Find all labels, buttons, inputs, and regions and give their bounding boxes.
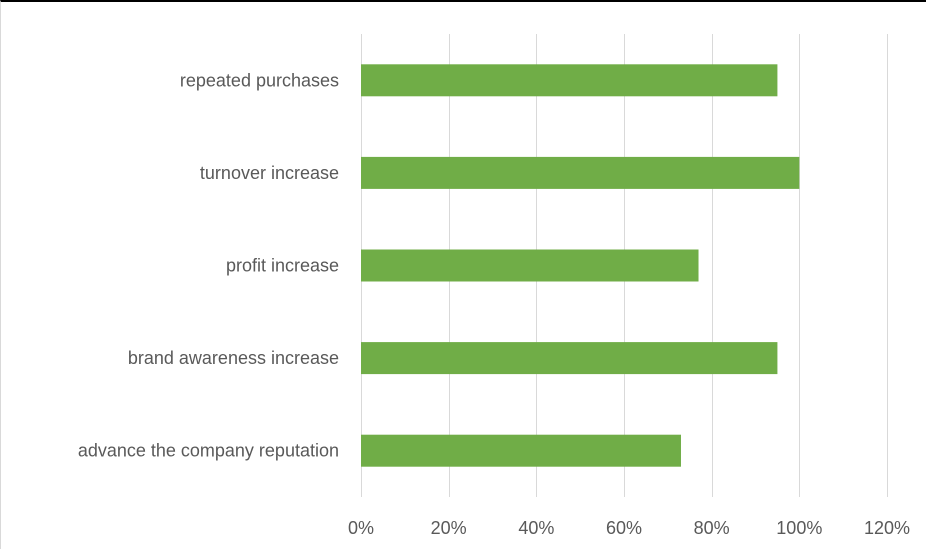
category-labels: repeated purchases turnover increase profi…: [78, 70, 339, 460]
x-tick-label: 100%: [776, 518, 822, 538]
category-label: turnover increase: [200, 163, 339, 183]
category-label: brand awareness increase: [128, 348, 339, 368]
bars: [361, 64, 800, 467]
bar: [361, 156, 800, 189]
bar: [361, 434, 681, 467]
category-label: advance the company reputation: [78, 441, 339, 461]
x-tick-label: 0%: [348, 518, 374, 538]
x-tick-label: 80%: [694, 518, 730, 538]
category-label: profit increase: [226, 256, 339, 276]
bar: [361, 342, 778, 375]
x-tick-label: 120%: [864, 518, 910, 538]
x-axis-tick-labels: 0% 20% 40% 60% 80% 100% 120%: [348, 518, 910, 538]
bar: [361, 249, 699, 282]
bar: [361, 64, 778, 97]
category-label: repeated purchases: [180, 70, 339, 90]
x-tick-label: 40%: [518, 518, 554, 538]
x-tick-label: 60%: [606, 518, 642, 538]
x-tick-label: 20%: [431, 518, 467, 538]
